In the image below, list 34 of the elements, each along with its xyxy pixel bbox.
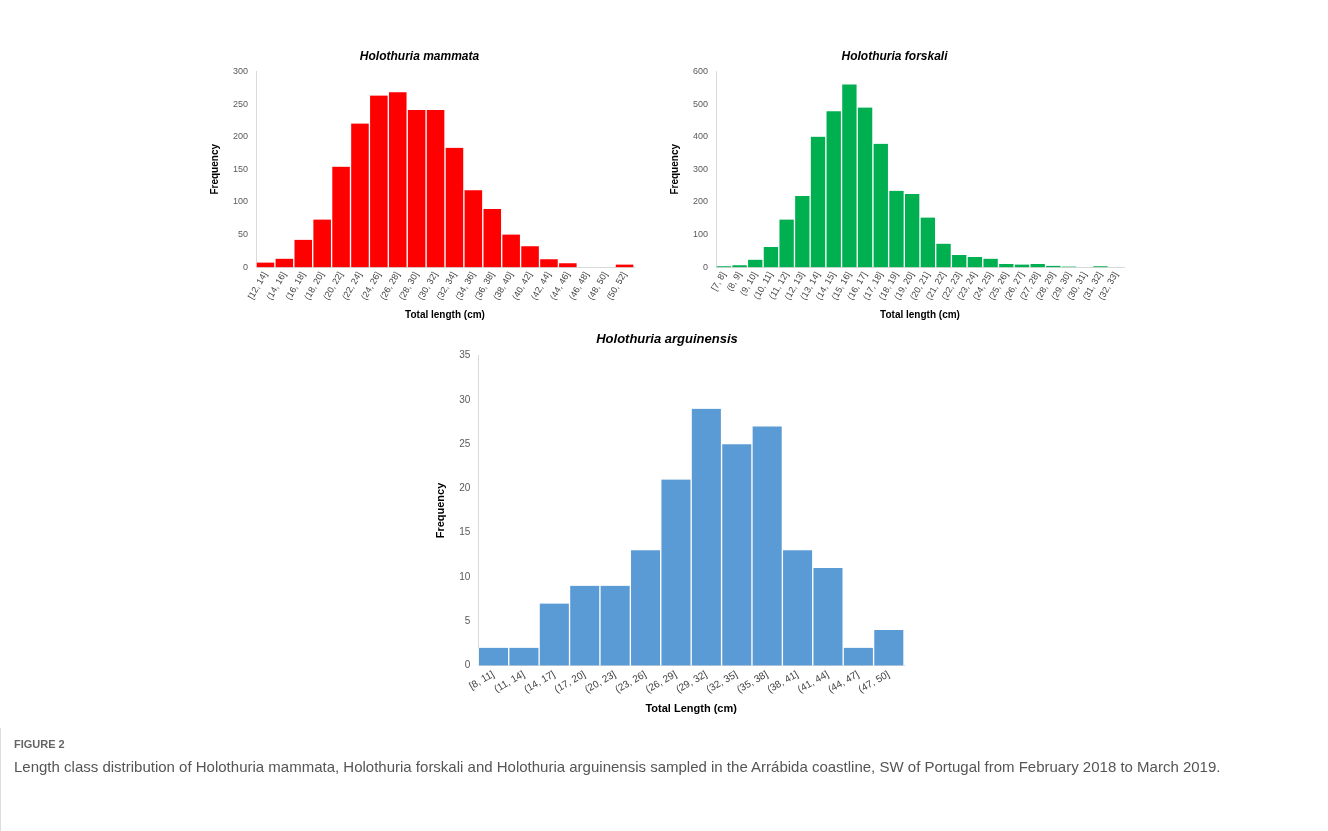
y-tick-label: 25 — [459, 437, 471, 449]
y-tick-label: 30 — [459, 393, 471, 405]
y-tick-label: 0 — [464, 659, 471, 671]
y-tick-label: 35 — [459, 349, 471, 361]
x-axis-title: Total length (cm) — [880, 308, 960, 320]
text: Length class distribution of Holothuria mammata, Holothuria forskali and Holothuria arguinensis sampled in the Arrábida coastline, SW of Portugal from February 2018 to March 2019. — [14, 757, 1222, 777]
x-axis-title: Total length (cm) — [405, 308, 485, 320]
y-tick-label: 5 — [464, 614, 471, 626]
y-tick-label: 0 — [243, 261, 249, 272]
y-tick-label: 300 — [692, 163, 709, 174]
y-tick-label: 0 — [703, 261, 709, 272]
y-tick-label: 10 — [459, 570, 471, 582]
chart-title: Holothuria arguinensis — [596, 331, 738, 347]
y-tick-label: 300 — [232, 65, 249, 76]
y-axis-title: Frequency — [668, 143, 680, 195]
y-tick-label: 15 — [459, 526, 471, 538]
y-axis-title: Frequency — [208, 143, 220, 195]
y-tick-label: 100 — [232, 196, 249, 207]
y-tick-label: 400 — [692, 131, 709, 142]
y-tick-label: 250 — [232, 98, 249, 109]
y-tick-label: 20 — [459, 482, 471, 494]
x-axis-title: Total Length (cm) — [645, 702, 738, 715]
chart-title: Holothuria mammata — [359, 48, 480, 63]
chart-title: Holothuria forskali — [841, 48, 949, 63]
y-tick-label: 200 — [692, 196, 709, 207]
y-axis-title: Frequency — [433, 481, 446, 539]
y-tick-label: 150 — [232, 163, 249, 174]
y-tick-label: 600 — [692, 65, 709, 76]
y-tick-label: 500 — [692, 98, 709, 109]
y-tick-label: 100 — [692, 229, 709, 240]
y-tick-label: 200 — [232, 131, 249, 142]
y-tick-label: 50 — [238, 229, 249, 240]
caption: FIGURE 2 — [14, 738, 66, 750]
x-tick-label: [7, 8] — [709, 270, 728, 293]
